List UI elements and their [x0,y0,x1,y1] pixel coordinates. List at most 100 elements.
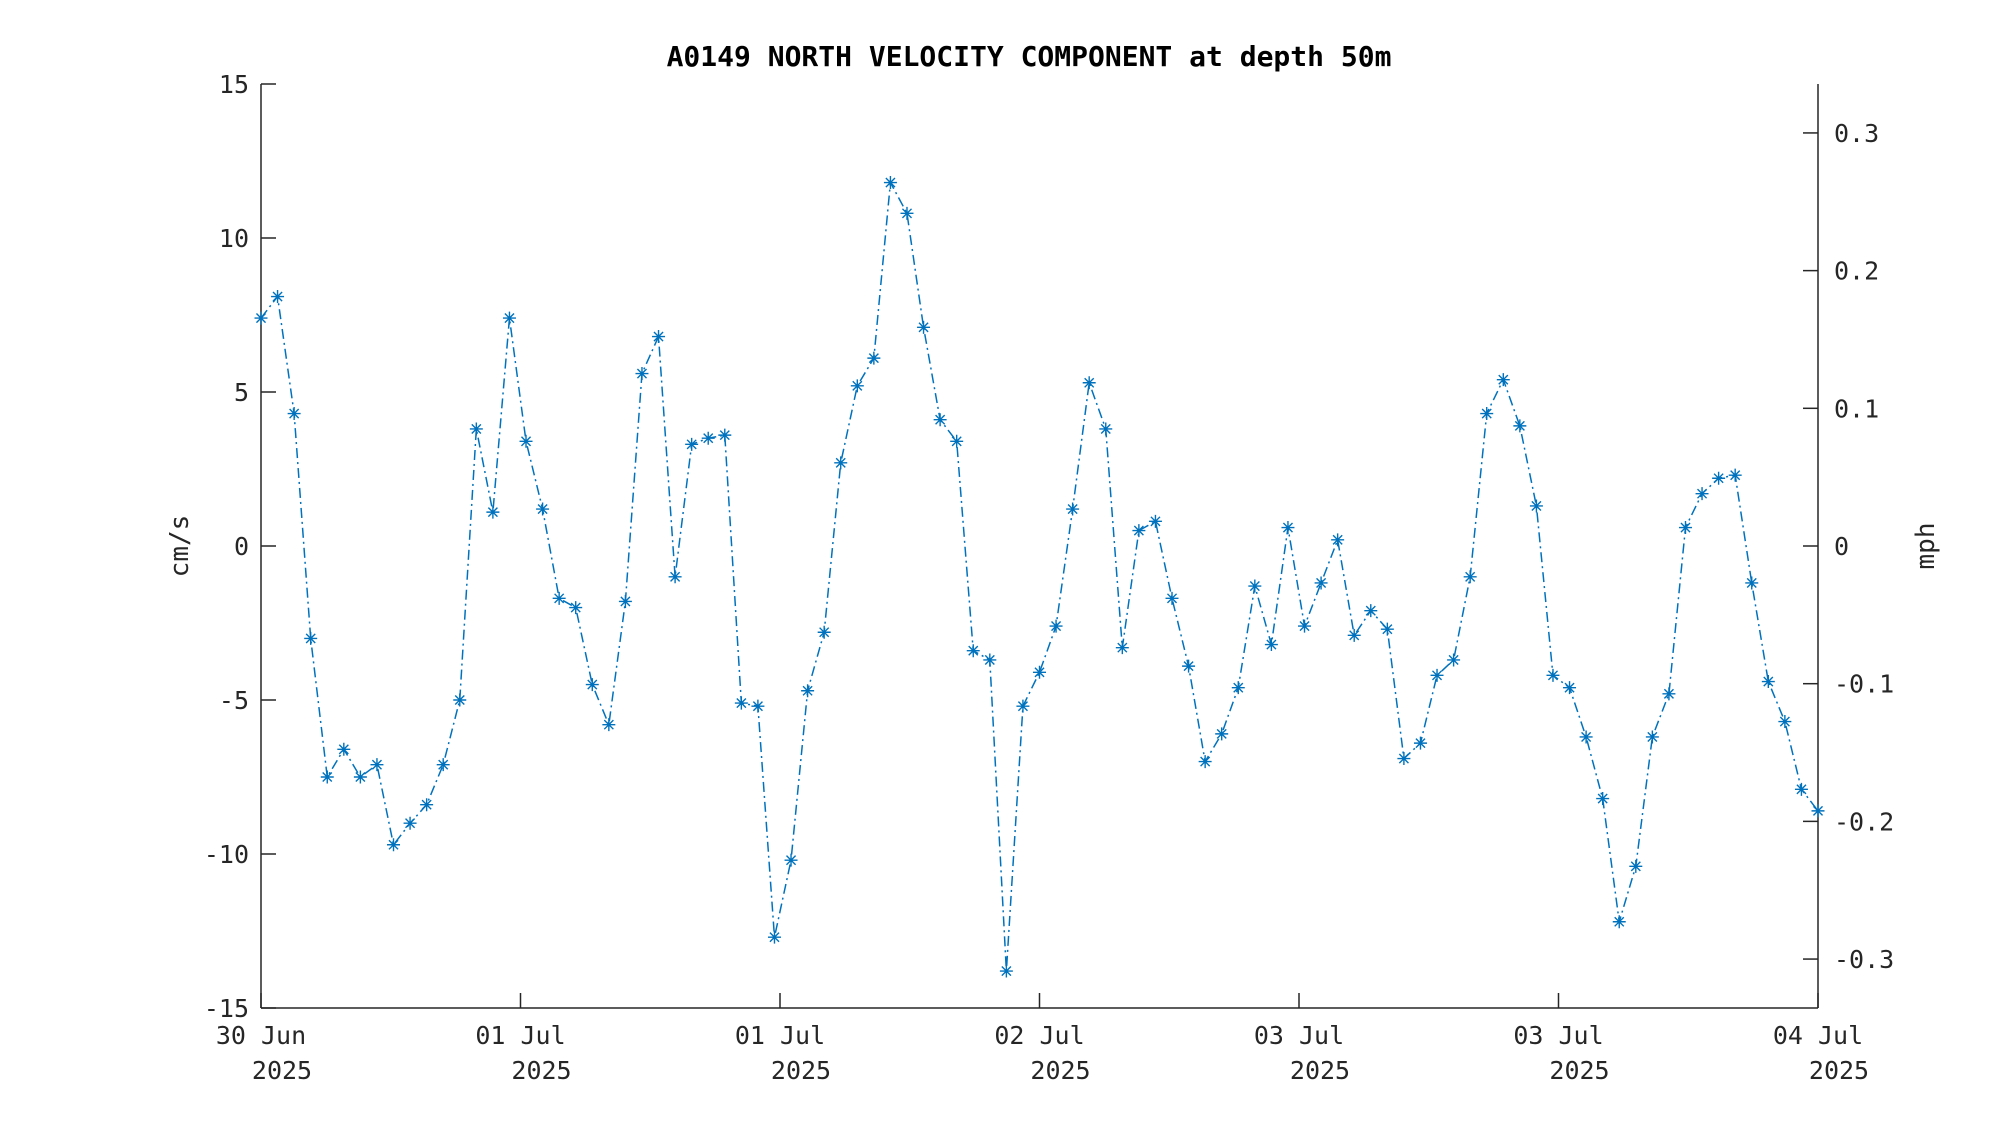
data-point [1380,622,1394,636]
data-point [370,758,384,772]
data-point [1811,804,1825,818]
x-tick-year-label: 2025 [252,1056,312,1085]
data-point [1728,468,1742,482]
data-point [1033,665,1046,679]
x-tick-day-label: 03 Jul [1513,1021,1603,1050]
data-point [784,853,798,867]
data-point [734,696,748,710]
y-right-tick-label: -0.2 [1834,807,1894,836]
data-point [1132,524,1146,538]
data-point [1413,736,1427,750]
data-point [1629,859,1643,873]
chart-title: A0149 NORTH VELOCITY COMPONENT at depth … [667,40,1392,73]
data-point [502,311,516,325]
data-point [900,206,914,220]
data-point [950,434,964,448]
data-point [320,770,334,784]
data-point [767,930,781,944]
y-right-tick-label: 0 [1834,532,1849,561]
data-point [1794,782,1808,796]
data-point [867,351,881,365]
data-point [966,644,980,658]
y-axis-label: cm/s [165,515,195,578]
data-point [1579,730,1593,744]
data-point [817,625,831,639]
right-y-ticks: -0.3 -0.2 -0.1 0 0.1 0.2 0.3 [1803,119,1894,974]
y-tick-label: -10 [204,840,249,869]
data-point [801,684,815,698]
data-point [1513,419,1527,433]
y-tick-label: 10 [219,224,249,253]
data-point [652,330,666,344]
x-ticks: 30 Jun 2025 01 Jul 2025 01 Jul 2025 02 Jul 2025… [216,993,1869,1085]
data-point [1430,668,1444,682]
data-point [1761,675,1775,689]
data-point [536,502,550,516]
data-point [602,718,616,732]
y-tick-label: -15 [204,994,249,1023]
x-tick-day-label: 01 Jul [475,1021,565,1050]
y-axis-label-right: mph [1911,523,1941,570]
data-point [983,653,997,667]
data-point [1546,668,1560,682]
y-tick-label: -5 [219,686,249,715]
data-point [1231,681,1245,695]
data-point [453,693,467,707]
x-tick-year-label: 2025 [771,1056,831,1085]
y-tick-label: 5 [234,378,249,407]
data-point [1480,407,1494,421]
data-point [1397,752,1411,766]
data-point [751,699,765,713]
data-point [1645,730,1659,744]
data-point [1066,502,1080,516]
data-point [387,838,401,852]
data-point [1695,487,1709,501]
data-point [1496,373,1510,387]
plot-area [260,84,1819,1009]
data-point [353,770,367,784]
data-point [1082,376,1096,390]
data-point [1612,915,1626,929]
data-point [1281,521,1295,535]
data-point [1264,638,1278,652]
data-point [436,758,450,772]
data-point [1463,570,1477,584]
x-tick-year-label: 2025 [1809,1056,1869,1085]
data-point [585,678,599,692]
data-point [917,320,931,334]
data-point [486,505,500,519]
data-point [618,594,632,608]
data-point [668,570,682,584]
data-point [569,601,583,615]
data-point [850,379,864,393]
x-tick-day-label: 02 Jul [994,1021,1084,1050]
series-line [260,180,1819,972]
data-point [1248,579,1262,593]
x-tick-year-label: 2025 [1549,1056,1609,1085]
y-right-tick-label: -0.1 [1834,670,1894,699]
data-point [1447,653,1461,667]
data-point [420,798,434,812]
data-point [1182,659,1196,673]
data-point [1148,514,1162,528]
x-tick-year-label: 2025 [1030,1056,1090,1085]
y-tick-label: 15 [219,70,249,99]
data-point [1331,533,1345,547]
data-point [1099,422,1113,436]
x-tick-day-label: 30 Jun [216,1021,306,1050]
data-point [1364,604,1378,618]
data-point [403,816,417,830]
y-right-tick-label: 0.3 [1834,119,1879,148]
y-right-tick-label: -0.3 [1834,945,1894,974]
data-point [1314,576,1328,590]
x-tick-day-label: 01 Jul [735,1021,825,1050]
data-point [685,437,699,451]
data-point [469,422,483,436]
data-point [1298,619,1312,633]
data-point [1596,792,1610,806]
x-tick-year-label: 2025 [1290,1056,1350,1085]
data-point [552,591,566,605]
data-point [1563,681,1577,695]
data-point [1745,576,1759,590]
